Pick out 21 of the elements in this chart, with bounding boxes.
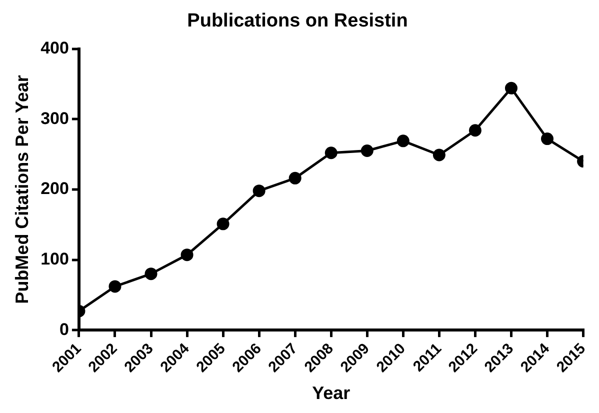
x-axis-title: Year [312, 383, 350, 404]
y-tick-label: 0 [59, 320, 69, 339]
y-axis-title: PubMed Citations Per Year [12, 75, 32, 304]
point [252, 184, 266, 198]
point [324, 146, 338, 160]
y-tick-label: 300 [40, 108, 69, 128]
point [541, 132, 554, 146]
point [144, 268, 158, 280]
point [432, 148, 446, 162]
point [288, 172, 302, 184]
point [216, 218, 230, 230]
point [108, 280, 122, 293]
chart-title: Publications on Resistin [187, 10, 408, 32]
y-tick-label: 200 [40, 179, 69, 198]
point [360, 144, 374, 158]
y-tick-label: 100 [40, 249, 69, 268]
point [468, 124, 482, 137]
point [504, 82, 518, 94]
y-tick-label: 400 [40, 38, 69, 58]
point [396, 134, 410, 148]
point [180, 248, 194, 262]
